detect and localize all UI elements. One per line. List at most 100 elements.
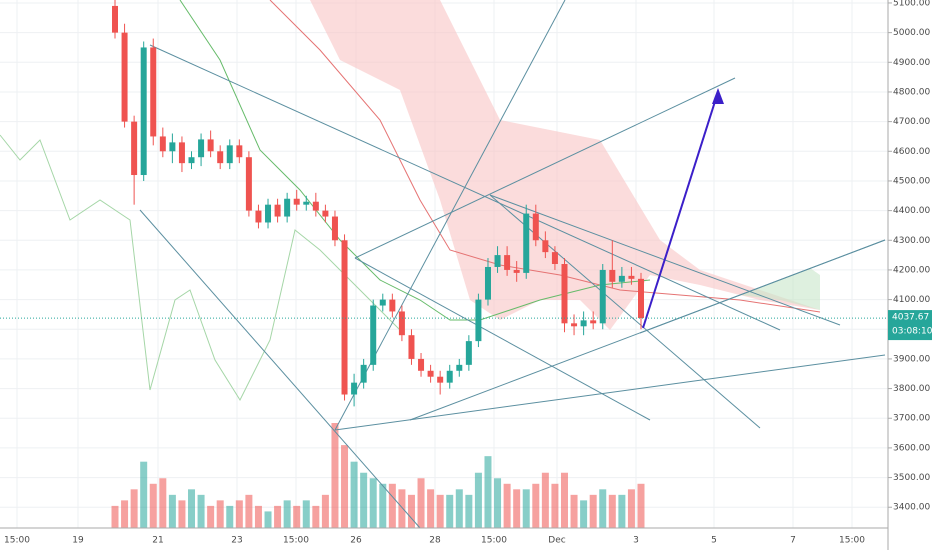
candle-body [523,213,530,273]
y-tick-label: 3500.00 [893,473,930,483]
candle-body [293,198,300,205]
candle-body [245,157,252,211]
candle-body [389,299,396,312]
candle-body [150,47,157,137]
x-tick-label: 3 [633,536,639,546]
candle-body [494,255,501,267]
candle-body [475,299,482,342]
x-tick-label: 5 [711,536,717,546]
candle-body [121,32,128,122]
x-tick-label: 26 [350,536,362,546]
y-tick-label: 3400.00 [893,503,930,513]
candle-body [198,139,205,158]
y-tick-label: 4100.00 [893,295,930,305]
candle-body [427,370,434,377]
cloud-green [740,268,820,310]
y-tick-label: 4900.00 [893,58,930,68]
price-box [888,310,932,341]
candle-body [188,157,195,164]
volume-bar [178,500,186,528]
volume-bar [159,478,167,528]
volume-bar [388,483,396,528]
volume-bar [207,505,215,528]
candle-body [618,275,625,282]
x-tick-label: Dec [548,536,565,546]
y-tick-label: 3800.00 [893,384,930,394]
volume-bar [264,511,272,528]
volume-bar [254,505,262,528]
candle-body [274,204,281,217]
y-tick-label: 4300.00 [893,236,930,246]
volume-bar [599,489,607,528]
volume-bar [293,505,301,528]
trend-line [354,257,651,421]
volume-bar [216,500,224,528]
candle-body [484,266,491,300]
x-tick-label: 21 [152,536,163,546]
trend-line [139,209,421,529]
y-tick-label: 3600.00 [893,443,930,453]
volume-bar [589,494,597,528]
volume-bar [484,456,492,528]
volume-bar [350,461,358,528]
indicators [0,0,886,529]
x-tick-label: 7 [790,536,796,546]
volume-bar [541,472,549,528]
trend-line [639,239,886,334]
cloud [310,0,820,330]
volume-bar [570,494,578,528]
candle-body [284,198,291,217]
volume-bar [341,445,349,528]
x-tick-label: 15:00 [481,536,507,546]
lagging-span [0,134,401,402]
candle-body [437,376,444,383]
volume-bar [197,494,205,528]
volume-bar [245,494,253,528]
trend-line [354,77,736,259]
volume-bar [551,483,559,528]
candle-body [265,204,272,223]
volume-bar [494,478,502,528]
x-tick-label: 15:00 [4,536,30,546]
candle-body [112,5,118,33]
candle-body [341,240,348,395]
y-tick-label: 4800.00 [893,87,930,97]
volume-bar [608,494,616,528]
volume-bar [465,494,473,528]
volume-bar [302,500,310,528]
x-tick-label: 15:00 [839,536,865,546]
candle-body [207,139,214,152]
candle-body [322,210,329,217]
volume-bar [149,483,157,528]
candle-body [513,269,520,273]
volume-bar [130,489,138,528]
y-tick-label: 3700.00 [893,414,930,424]
candle-body [609,269,616,282]
volume-bar [379,483,387,528]
candle-body [169,142,176,152]
x-tick-label: 15:00 [283,536,309,546]
volume-bar [427,489,435,528]
volume-bar [274,505,282,528]
volume-bar [503,483,511,528]
volume-bar [321,494,329,528]
volume-bar [111,505,119,528]
candle-body [456,364,463,371]
y-tick-label: 5000.00 [893,28,930,38]
candle-body [379,299,386,306]
candle-body [408,335,415,359]
volume-bar [407,494,415,528]
volume-bar [522,489,530,528]
y-tick-label: 4700.00 [893,117,930,127]
candle-body [590,320,597,324]
y-tick-label: 4400.00 [893,206,930,216]
arrow [642,91,719,329]
candle-body [551,252,558,264]
volume-bar [446,494,454,528]
y-tick-label: 4200.00 [893,265,930,275]
candle-body [542,240,549,253]
y-tick-label: 3900.00 [893,354,930,364]
volume-bar [140,461,148,528]
